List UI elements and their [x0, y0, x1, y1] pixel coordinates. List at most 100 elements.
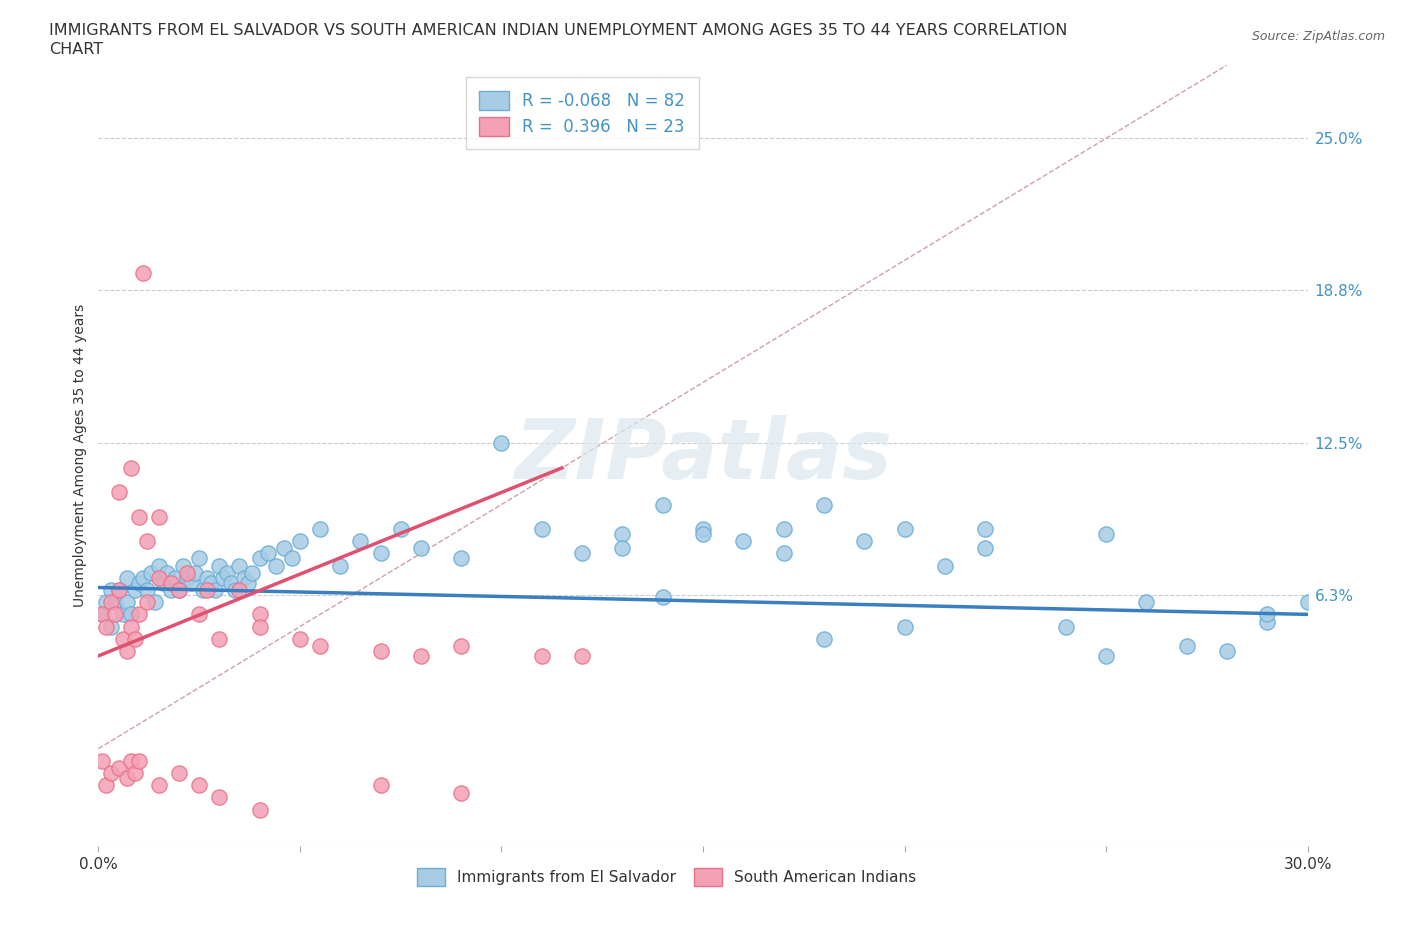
Point: [156, 565, 179, 580]
Point: [167, 582, 190, 597]
Point: [188, 777, 211, 792]
Point: [1135, 595, 1157, 610]
Point: [224, 582, 246, 597]
Point: [107, 485, 129, 499]
Point: [193, 582, 215, 597]
Point: [128, 607, 150, 622]
Point: [389, 522, 412, 537]
Point: [91, 753, 114, 768]
Point: [103, 607, 125, 622]
Point: [167, 765, 190, 780]
Point: [128, 753, 150, 768]
Point: [370, 546, 392, 561]
Point: [100, 582, 122, 597]
Point: [195, 570, 218, 585]
Point: [264, 558, 287, 573]
Point: [111, 607, 134, 622]
Point: [1256, 607, 1278, 622]
Point: [132, 265, 155, 280]
Point: [115, 644, 138, 658]
Point: [249, 619, 271, 634]
Point: [107, 582, 129, 597]
Point: [115, 770, 138, 785]
Point: [188, 551, 211, 565]
Legend: Immigrants from El Salvador, South American Indians: Immigrants from El Salvador, South Ameri…: [409, 860, 924, 894]
Point: [571, 648, 593, 663]
Point: [370, 777, 392, 792]
Text: CHART: CHART: [49, 42, 103, 57]
Point: [228, 582, 250, 597]
Point: [172, 558, 194, 573]
Point: [1095, 526, 1118, 541]
Point: [96, 777, 118, 792]
Point: [893, 619, 915, 634]
Point: [111, 631, 134, 646]
Point: [1296, 595, 1319, 610]
Point: [491, 436, 513, 451]
Point: [195, 582, 218, 597]
Point: [200, 575, 222, 590]
Point: [893, 522, 915, 537]
Point: [232, 570, 254, 585]
Point: [281, 551, 304, 565]
Point: [167, 582, 190, 597]
Text: IMMIGRANTS FROM EL SALVADOR VS SOUTH AMERICAN INDIAN UNEMPLOYMENT AMONG AGES 35 : IMMIGRANTS FROM EL SALVADOR VS SOUTH AME…: [49, 23, 1067, 38]
Point: [208, 790, 231, 805]
Point: [853, 534, 876, 549]
Point: [135, 582, 157, 597]
Point: [273, 541, 295, 556]
Point: [107, 582, 129, 597]
Point: [135, 595, 157, 610]
Point: [208, 558, 231, 573]
Text: Source: ZipAtlas.com: Source: ZipAtlas.com: [1251, 30, 1385, 43]
Point: [934, 558, 956, 573]
Point: [148, 777, 170, 792]
Point: [813, 497, 835, 512]
Point: [188, 607, 211, 622]
Point: [160, 575, 183, 590]
Point: [124, 582, 146, 597]
Point: [100, 765, 122, 780]
Point: [128, 510, 150, 525]
Point: [1256, 614, 1278, 629]
Point: [103, 595, 125, 610]
Point: [733, 534, 755, 549]
Point: [329, 558, 352, 573]
Point: [115, 570, 138, 585]
Point: [249, 607, 271, 622]
Point: [124, 631, 146, 646]
Point: [135, 534, 157, 549]
Point: [530, 522, 553, 537]
Point: [160, 582, 183, 597]
Point: [612, 541, 634, 556]
Point: [571, 546, 593, 561]
Point: [692, 526, 714, 541]
Point: [128, 575, 150, 590]
Point: [212, 570, 235, 585]
Point: [176, 565, 198, 580]
Point: [288, 631, 311, 646]
Point: [204, 582, 226, 597]
Point: [163, 570, 186, 585]
Point: [96, 595, 118, 610]
Point: [409, 541, 432, 556]
Point: [100, 619, 122, 634]
Point: [1175, 639, 1198, 654]
Point: [120, 619, 142, 634]
Point: [221, 575, 243, 590]
Point: [450, 551, 472, 565]
Point: [288, 534, 311, 549]
Point: [148, 510, 170, 525]
Point: [100, 595, 122, 610]
Point: [256, 546, 278, 561]
Point: [184, 565, 207, 580]
Point: [249, 551, 271, 565]
Point: [91, 607, 114, 622]
Point: [309, 522, 332, 537]
Point: [139, 565, 162, 580]
Point: [813, 631, 835, 646]
Point: [132, 570, 155, 585]
Point: [240, 565, 263, 580]
Point: [692, 522, 714, 537]
Point: [1095, 648, 1118, 663]
